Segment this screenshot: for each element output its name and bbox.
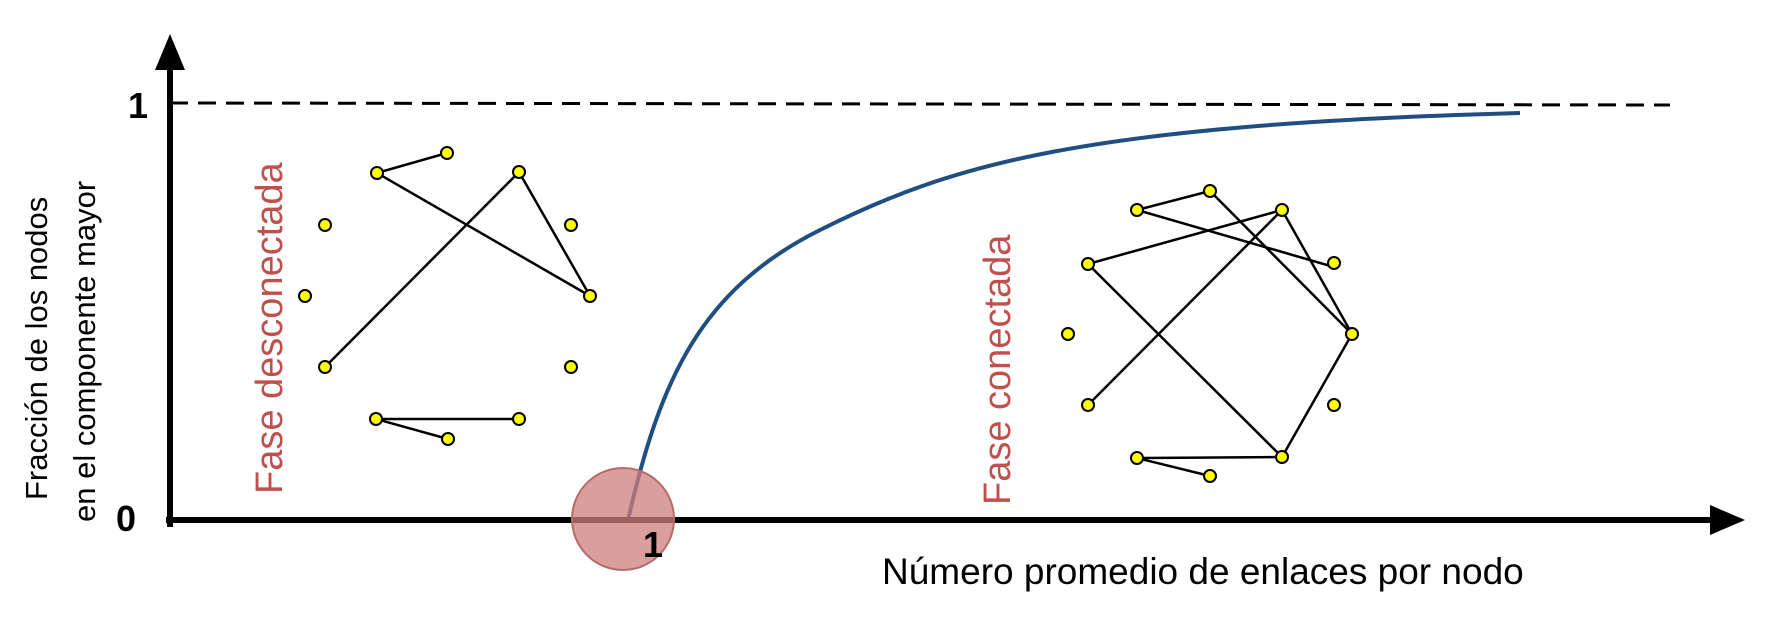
- network-edge: [1209, 190, 1353, 335]
- network-node: [1081, 398, 1095, 412]
- network-edge: [517, 171, 592, 297]
- network-node: [1275, 203, 1289, 217]
- y-axis-arrowhead: [155, 34, 185, 70]
- network-edge: [1087, 263, 1283, 458]
- network-node: [1345, 327, 1359, 341]
- network-edge: [375, 417, 449, 441]
- network-edge: [1280, 333, 1354, 458]
- phase-label-disconnected: Fase desconectada: [249, 161, 291, 494]
- connected-network: [1087, 189, 1354, 478]
- y-axis-title-line1: Fracción de los nodos: [19, 197, 54, 500]
- network-edge: [1280, 209, 1354, 335]
- network-node: [512, 412, 526, 426]
- network-edge: [376, 171, 591, 298]
- network-node: [441, 432, 455, 446]
- network-edge: [1136, 189, 1211, 212]
- giant-component-curve: [170, 111, 1521, 522]
- y-tick-1: 1: [128, 85, 148, 126]
- network-node: [564, 218, 578, 232]
- network-node: [369, 412, 383, 426]
- connected-network-nodes: [1061, 184, 1359, 483]
- network-node: [564, 360, 578, 374]
- network-node: [318, 360, 332, 374]
- disconnected-network-nodes: [298, 146, 597, 446]
- network-node: [1061, 327, 1075, 341]
- x-axis-arrowhead: [1710, 505, 1745, 535]
- saturation-dashed-line: [169, 101, 1671, 107]
- network-edge: [1087, 208, 1283, 266]
- network-node: [1275, 450, 1289, 464]
- x-tick-1: 1: [643, 524, 663, 565]
- network-edge: [1136, 208, 1335, 269]
- network-node: [1203, 469, 1217, 483]
- y-axis-title-line2: en el componente mayor: [67, 181, 102, 522]
- network-node: [1081, 257, 1095, 271]
- network-node: [583, 289, 597, 303]
- network-node: [370, 166, 384, 180]
- y-tick-0: 0: [116, 498, 136, 539]
- phase-label-connected: Fase conectada: [977, 234, 1019, 505]
- network-edge: [376, 151, 448, 175]
- network-edge: [1136, 455, 1283, 460]
- network-node: [1130, 203, 1144, 217]
- network-node: [1203, 184, 1217, 198]
- network-node: [512, 165, 526, 179]
- network-node: [440, 146, 454, 160]
- network-edge: [324, 171, 520, 368]
- disconnected-network: [324, 151, 592, 441]
- network-node: [1130, 451, 1144, 465]
- network-node: [1327, 398, 1341, 412]
- network-edge: [1136, 456, 1211, 478]
- critical-point-marker: [571, 467, 675, 571]
- network-node: [1327, 256, 1341, 270]
- network-edge: [1087, 209, 1283, 406]
- network-node: [318, 218, 332, 232]
- network-node: [298, 289, 312, 303]
- x-axis-title: Número promedio de enlaces por nodo: [882, 551, 1524, 592]
